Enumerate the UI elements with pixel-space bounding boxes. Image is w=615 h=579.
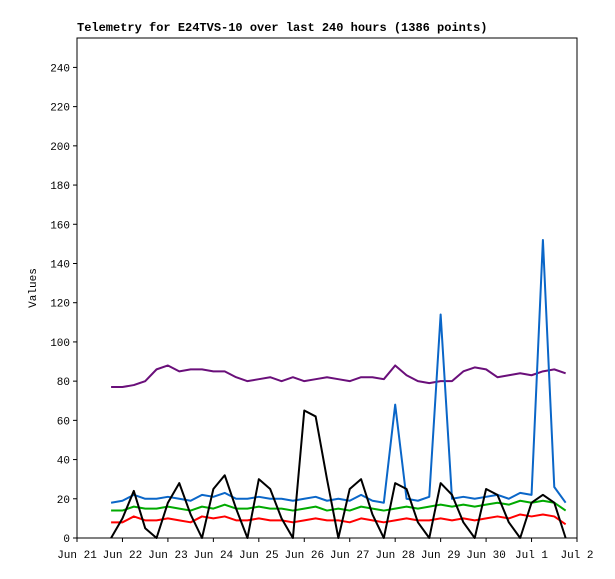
x-tick-label: Jun 29 xyxy=(421,550,461,562)
x-tick-label: Jul 1 xyxy=(515,550,548,562)
x-tick-label: Jun 22 xyxy=(103,550,143,562)
x-tick-label: Jun 27 xyxy=(330,550,370,562)
y-tick-label: 120 xyxy=(50,299,70,311)
x-tick-label: Jun 28 xyxy=(375,550,415,562)
series-line xyxy=(110,409,567,539)
x-tick-label: Jun 30 xyxy=(466,550,506,562)
y-tick-label: 100 xyxy=(50,338,70,350)
series-line xyxy=(111,364,566,389)
y-tick-label: 180 xyxy=(50,181,70,193)
y-tick-label: 20 xyxy=(57,495,70,507)
x-tick-label: Jun 21 xyxy=(57,550,97,562)
y-tick-label: 240 xyxy=(50,63,70,75)
x-tick-label: Jun 26 xyxy=(284,550,324,562)
x-tick-label: Jul 2 xyxy=(560,550,593,562)
chart-title: Telemetry for E24TVS-10 over last 240 ho… xyxy=(77,21,487,35)
series-line xyxy=(111,499,567,512)
x-tick-label: Jun 23 xyxy=(148,550,188,562)
y-axis-label: Values xyxy=(28,268,40,308)
y-tick-label: 60 xyxy=(57,416,70,428)
y-tick-label: 200 xyxy=(50,142,70,154)
y-tick-label: 40 xyxy=(57,456,70,468)
y-tick-label: 0 xyxy=(63,534,70,546)
y-tick-label: 140 xyxy=(50,259,70,271)
y-tick-label: 160 xyxy=(50,220,70,232)
plot-frame xyxy=(76,37,578,539)
y-tick-label: 220 xyxy=(50,103,70,115)
x-tick-label: Jun 25 xyxy=(239,550,279,562)
y-tick-label: 80 xyxy=(57,377,70,389)
series-line xyxy=(110,238,567,504)
x-tick-label: Jun 24 xyxy=(194,550,234,562)
series-line xyxy=(111,513,567,526)
